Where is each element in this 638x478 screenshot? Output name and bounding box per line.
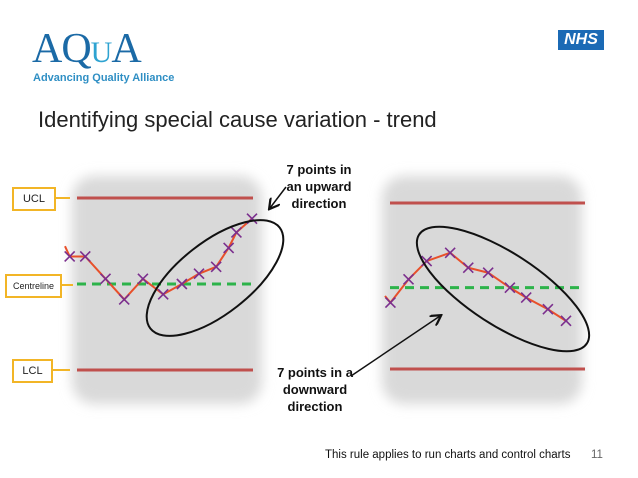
data-point-marker [482, 267, 494, 279]
data-point-marker [157, 288, 169, 300]
data-point-marker [193, 268, 205, 280]
data-point-marker [230, 226, 242, 238]
data-point-marker [223, 242, 235, 254]
footer-note: This rule applies to run charts and cont… [325, 449, 571, 461]
data-point-marker [462, 262, 474, 274]
data-point-marker [79, 250, 91, 263]
lcl-label: LCL [12, 359, 53, 383]
downward-callout: 7 points in a downward direction [277, 365, 353, 414]
data-point-marker [210, 261, 222, 273]
data-point-marker [421, 255, 433, 267]
trend-ellipse-down [415, 225, 591, 353]
data-point-marker [402, 273, 415, 285]
chart-panel-right [382, 176, 582, 404]
upward-callout: 7 points in an upward direction [286, 162, 352, 211]
centreline-label: Centreline [5, 274, 62, 298]
data-point-marker [504, 282, 516, 294]
data-point-marker [64, 250, 76, 263]
trend-ellipse-up [145, 219, 285, 337]
data-point-marker [99, 273, 112, 285]
arrow-down-callout [350, 316, 440, 377]
logo-tagline: Advancing Quality Alliance [33, 72, 175, 84]
data-point-marker [384, 297, 396, 309]
ucl-label: UCL [12, 187, 56, 211]
slide-title: Identifying special cause variation - tr… [38, 107, 437, 132]
data-point-marker [444, 247, 456, 259]
data-point-marker [520, 292, 532, 304]
data-point-marker [137, 273, 149, 285]
data-point-marker [560, 315, 572, 327]
data-point-marker [118, 293, 130, 306]
nhs-logo: NHS [558, 30, 604, 50]
data-point-marker [542, 303, 554, 315]
aqua-logo: AQUA [32, 26, 142, 72]
arrow-up-callout [270, 186, 287, 208]
data-point-marker [176, 278, 188, 290]
page-number: 11 [591, 449, 603, 461]
